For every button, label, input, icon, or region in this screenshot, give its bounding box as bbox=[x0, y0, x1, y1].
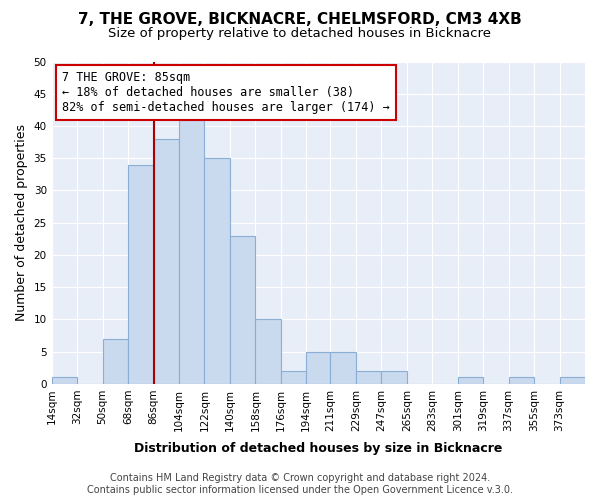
Bar bbox=[256, 320, 281, 384]
X-axis label: Distribution of detached houses by size in Bicknacre: Distribution of detached houses by size … bbox=[134, 442, 503, 455]
Bar bbox=[509, 378, 534, 384]
Bar bbox=[179, 120, 205, 384]
Bar bbox=[128, 164, 154, 384]
Bar bbox=[103, 339, 128, 384]
Bar bbox=[356, 371, 381, 384]
Text: Contains HM Land Registry data © Crown copyright and database right 2024.
Contai: Contains HM Land Registry data © Crown c… bbox=[87, 474, 513, 495]
Bar bbox=[458, 378, 483, 384]
Text: Size of property relative to detached houses in Bicknacre: Size of property relative to detached ho… bbox=[109, 28, 491, 40]
Bar bbox=[205, 158, 230, 384]
Text: 7, THE GROVE, BICKNACRE, CHELMSFORD, CM3 4XB: 7, THE GROVE, BICKNACRE, CHELMSFORD, CM3… bbox=[78, 12, 522, 28]
Bar bbox=[307, 352, 331, 384]
Text: 7 THE GROVE: 85sqm
← 18% of detached houses are smaller (38)
82% of semi-detache: 7 THE GROVE: 85sqm ← 18% of detached hou… bbox=[62, 71, 390, 114]
Bar bbox=[52, 378, 77, 384]
Bar bbox=[560, 378, 585, 384]
Bar bbox=[281, 371, 307, 384]
Y-axis label: Number of detached properties: Number of detached properties bbox=[15, 124, 28, 321]
Bar bbox=[230, 236, 256, 384]
Bar bbox=[381, 371, 407, 384]
Bar bbox=[154, 139, 179, 384]
Bar bbox=[331, 352, 356, 384]
